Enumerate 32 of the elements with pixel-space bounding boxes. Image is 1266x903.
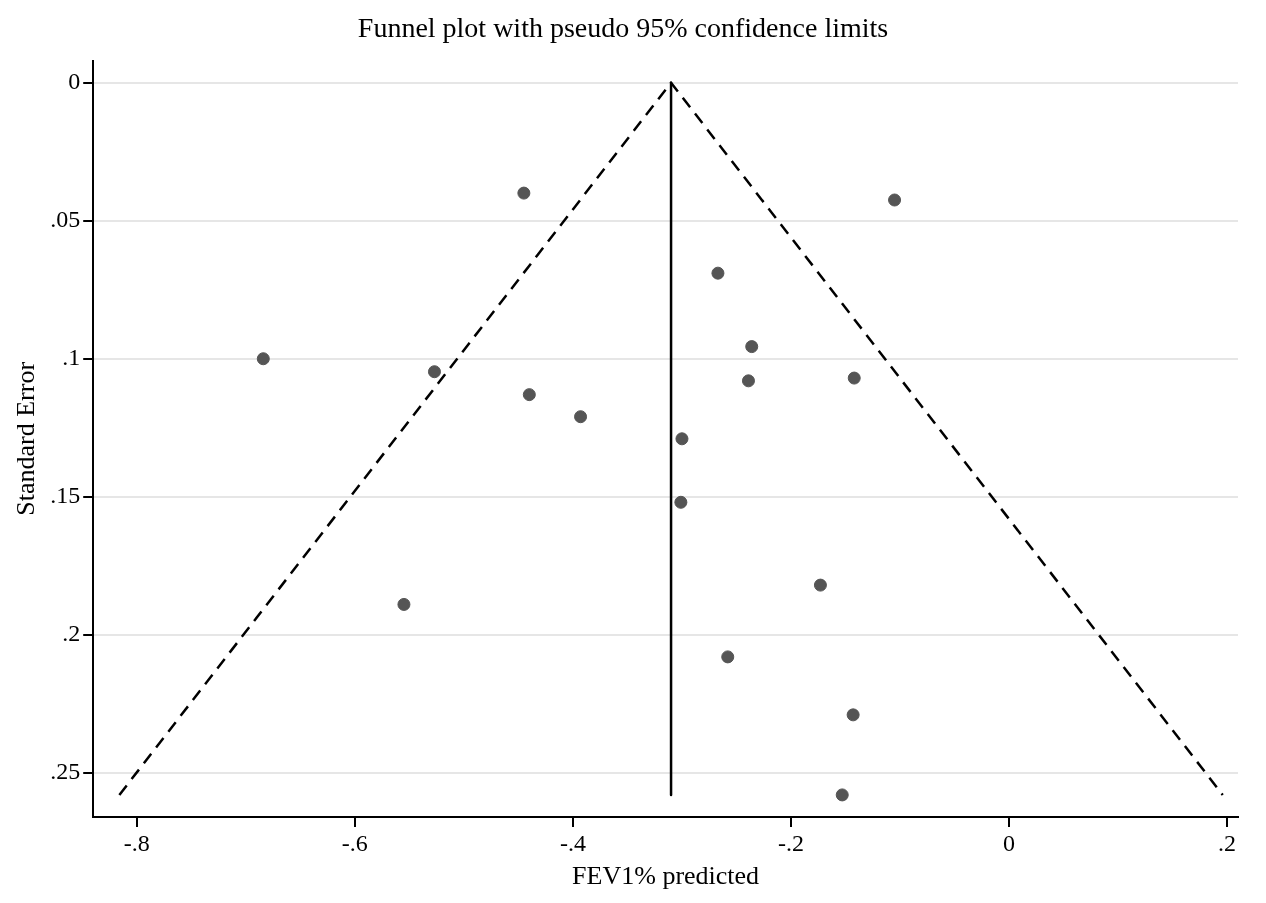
- x-tick-label: -.6: [341, 829, 368, 856]
- y-tick-label: .2: [62, 620, 81, 647]
- y-tick-label: 0: [68, 67, 81, 94]
- x-tick-label: 0: [1003, 829, 1016, 856]
- x-tick-label: -.4: [559, 829, 586, 856]
- point: [745, 340, 759, 354]
- x-tick-label: -.8: [123, 829, 150, 856]
- y-axis-title: Standard Error: [11, 361, 41, 516]
- point: [847, 371, 861, 385]
- x-tick-label: -.2: [777, 829, 804, 856]
- point: [888, 193, 902, 207]
- point: [721, 650, 735, 664]
- point: [846, 708, 860, 722]
- chart-title: Funnel plot with pseudo 95% confidence limits: [357, 12, 889, 44]
- y-tick-label: .05: [50, 206, 81, 233]
- point: [675, 432, 689, 446]
- y-tick-label: .1: [62, 344, 81, 371]
- point: [256, 352, 270, 366]
- y-tick-label: .15: [50, 482, 81, 509]
- point: [813, 578, 827, 592]
- point: [835, 788, 849, 802]
- point: [741, 374, 755, 388]
- point: [674, 495, 688, 509]
- x-tick-label: .2: [1218, 829, 1237, 856]
- point: [522, 388, 536, 402]
- point: [574, 410, 588, 424]
- y-tick-label: .25: [50, 758, 81, 785]
- point: [517, 186, 531, 200]
- x-axis-title: FEV1% predicted: [572, 861, 760, 891]
- point: [427, 365, 441, 379]
- point: [711, 266, 725, 280]
- point: [397, 597, 411, 611]
